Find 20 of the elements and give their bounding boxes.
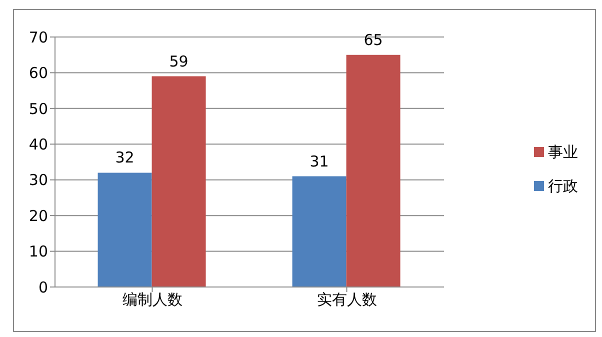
y-tick-label: 0	[38, 278, 48, 296]
bar	[292, 176, 346, 287]
y-tick-label: 70	[28, 28, 48, 46]
data-label: 32	[115, 148, 134, 167]
x-tick-label: 实有人数	[316, 290, 377, 309]
bar	[346, 54, 400, 287]
data-label: 59	[169, 52, 188, 70]
bar	[98, 172, 152, 287]
data-label: 65	[364, 30, 383, 49]
x-tick-label: 编制人数	[122, 290, 182, 309]
legend-label: 事业	[548, 142, 578, 160]
y-tick-label: 50	[28, 100, 48, 118]
y-tick-label: 40	[28, 135, 48, 154]
data-label: 31	[310, 152, 329, 170]
y-tick-label: 10	[28, 242, 48, 261]
y-tick-label: 20	[28, 206, 48, 225]
y-tick-label: 30	[28, 171, 48, 190]
bar	[152, 76, 206, 287]
y-tick-label: 60	[28, 64, 48, 82]
legend-label: 行政	[548, 176, 578, 194]
